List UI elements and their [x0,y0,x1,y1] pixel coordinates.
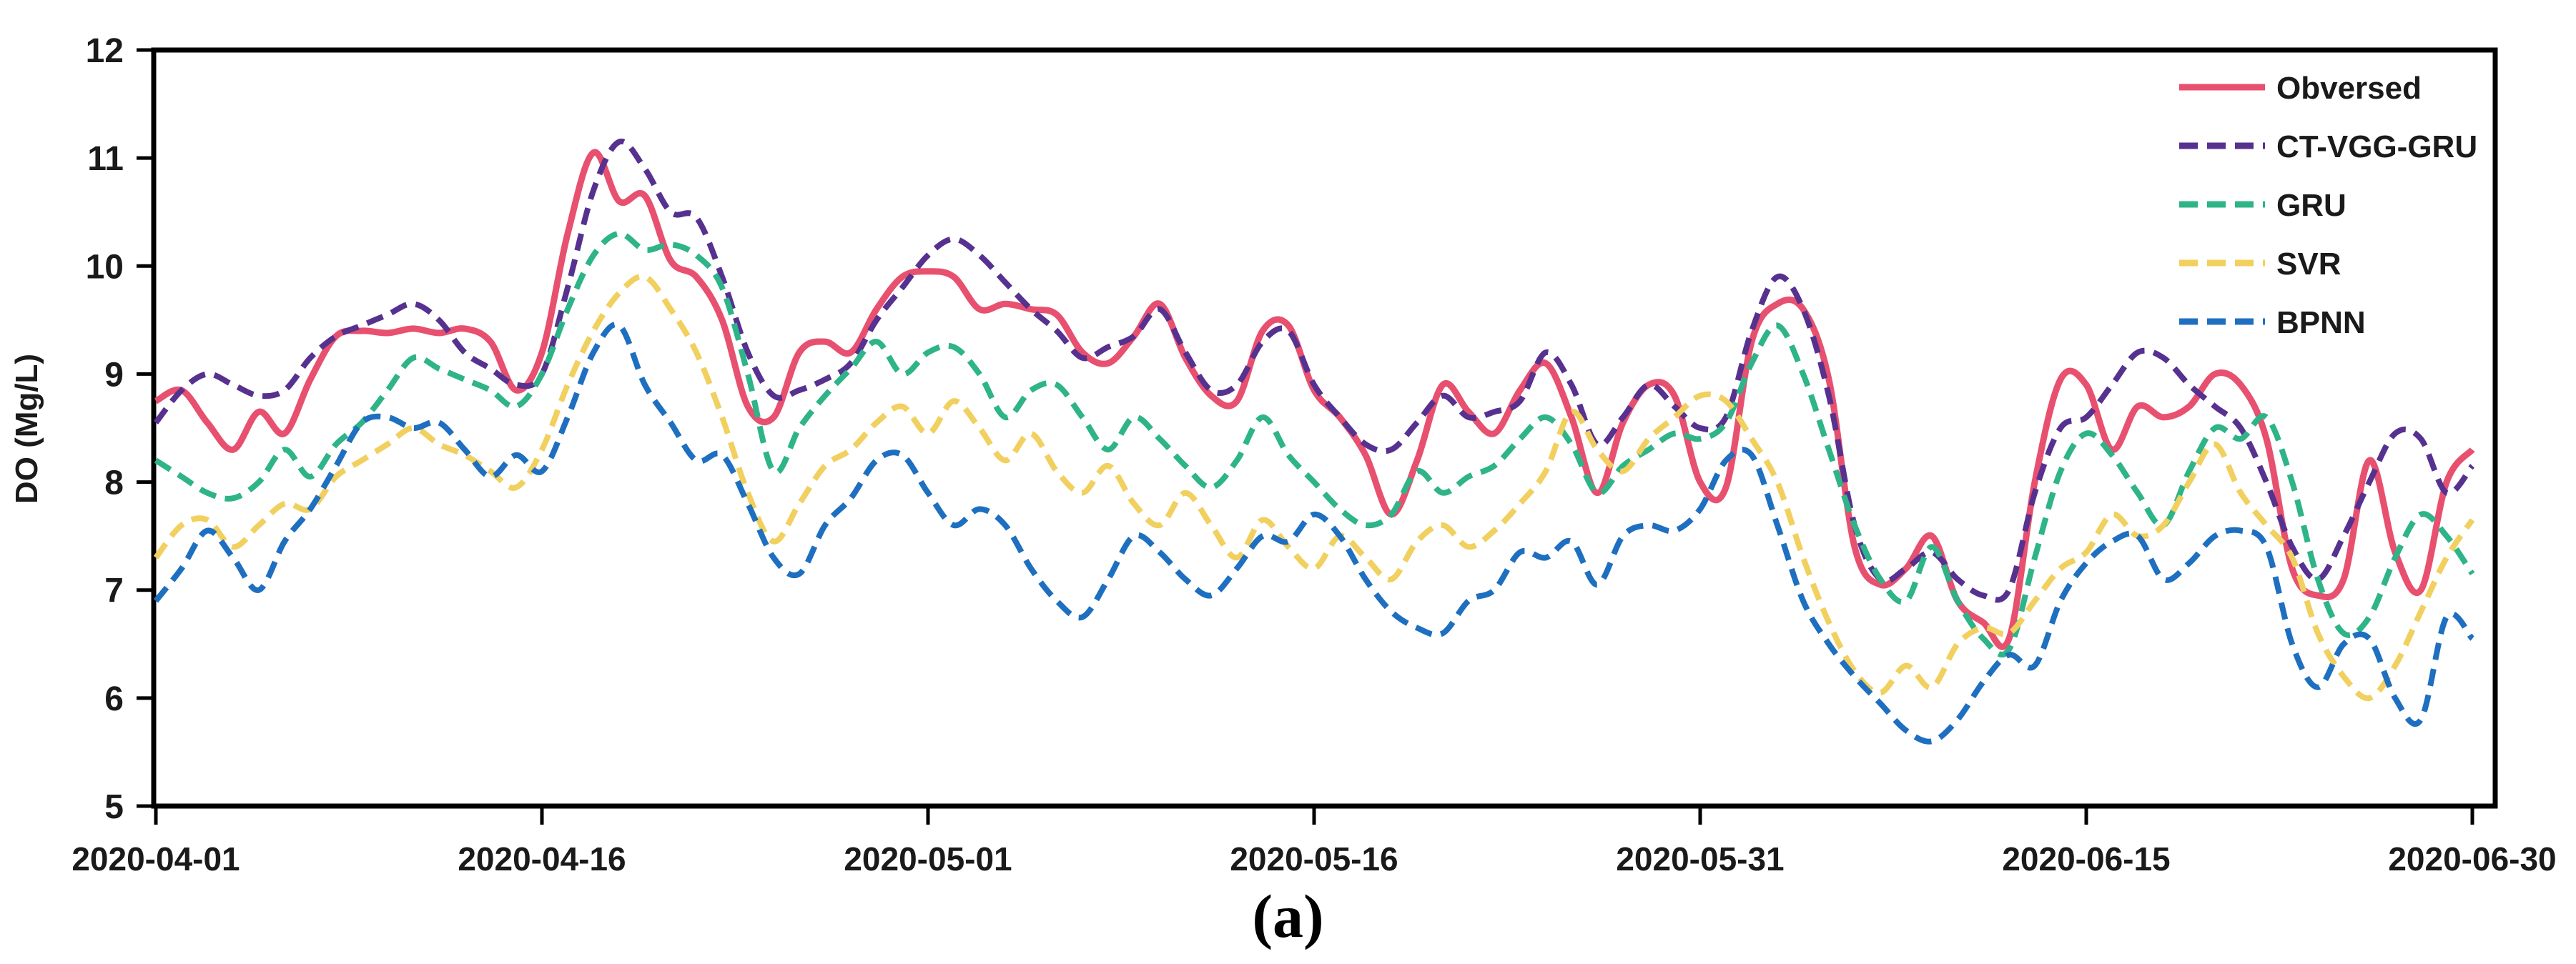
legend-item-bpnn: BPNN [2179,305,2366,340]
series-line-bpnn [153,322,2475,745]
figure-caption: (a) [1252,882,1324,950]
legend-label: SVR [2276,247,2341,282]
legend-label: GRU [2276,188,2346,223]
y-tick-label: 6 [104,680,124,718]
x-tick-label: 2020-05-01 [844,840,1012,878]
legend-item-obversed: Obversed [2179,71,2422,106]
y-tick-label: 10 [86,248,124,286]
legend-item-ct-vgg-gru: CT-VGG-GRU [2179,129,2477,164]
y-tick-label: 11 [87,140,124,178]
x-tick-label: 2020-04-01 [71,840,240,878]
y-tick-label: 5 [104,788,124,826]
y-tick-label: 9 [104,356,124,394]
series-line-svr [153,273,2475,701]
series-line-obversed [154,149,2475,650]
series-line-ct-vgg-gru [153,139,2475,603]
legend-label: BPNN [2276,305,2366,340]
legend-item-gru: GRU [2179,188,2346,223]
legend-label: Obversed [2276,71,2422,106]
plot-border [151,47,2498,809]
legend-item-svr: SVR [2179,247,2341,282]
series-lines [153,139,2475,745]
series-line-gru [154,230,2475,657]
x-tick-label: 2020-05-31 [1616,840,1784,878]
x-tick-label: 2020-06-15 [2002,840,2170,878]
y-axis-title: DO (Mg/L) [9,354,44,504]
legend: Obversed CT-VGG-GRU GRU SVR BPNN [2179,71,2477,340]
x-tick-label: 2020-04-16 [458,840,626,878]
y-tick-label: 12 [86,32,124,70]
x-tick-label: 2020-06-30 [2388,840,2556,878]
x-tick-label: 2020-05-16 [1230,840,1398,878]
y-tick-label: 8 [104,464,124,502]
legend-label: CT-VGG-GRU [2276,129,2477,164]
y-tick-label: 7 [104,572,124,610]
axes: 2020-04-01 2020-04-16 2020-05-01 2020-05-16… [71,32,2556,878]
